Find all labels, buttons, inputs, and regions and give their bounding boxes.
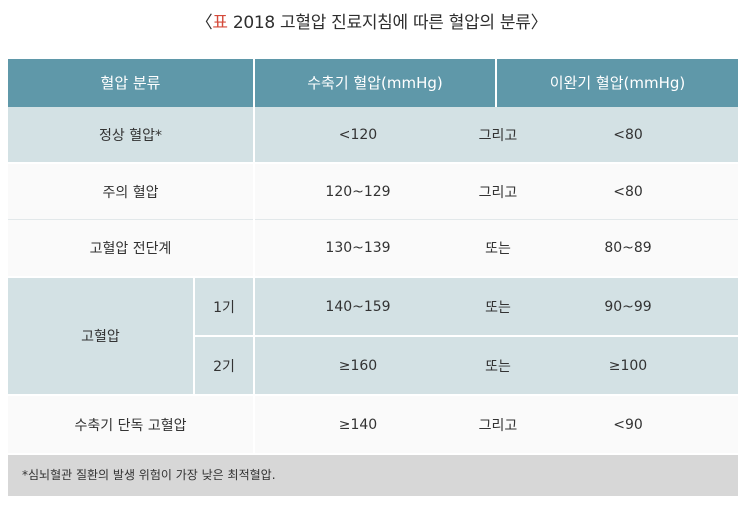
- row-diastolic: <80: [613, 183, 643, 200]
- table-row-isolated-systolic: 수축기 단독 고혈압 ≥140 그리고 <90: [8, 396, 738, 453]
- row-conjunction: 그리고: [478, 127, 518, 144]
- table-row-normal: 정상 혈압* <120 그리고 <80: [8, 107, 738, 162]
- row-category: 고혈압 전단계: [89, 241, 172, 257]
- table-caption: 〈표 2018 고혈압 진료지침에 따른 혈압의 분류〉: [0, 10, 743, 36]
- table-row-hypertension-stage1: 1기 140~159 또는 90~99: [195, 278, 738, 335]
- row-conjunction: 그리고: [478, 184, 518, 201]
- header-systolic: 수축기 혈압(mmHg): [255, 59, 495, 107]
- stage-divider-horizontal: [195, 335, 738, 337]
- row-systolic: ≥140: [338, 416, 378, 433]
- row-divider: [8, 219, 738, 220]
- row-systolic: 140~159: [325, 298, 391, 315]
- column-divider-category: [253, 59, 255, 453]
- caption-open-bracket: 〈: [195, 13, 213, 33]
- row-stage: 1기: [213, 299, 235, 316]
- table-row-hypertension-stage2: 2기 ≥160 또는 ≥100: [195, 337, 738, 394]
- table-row-elevated: 주의 혈압 120~129 그리고 <80: [8, 164, 738, 219]
- row-systolic: 120~129: [325, 183, 391, 200]
- caption-table-mark: 표: [212, 13, 228, 33]
- stage-divider-vertical: [193, 278, 195, 394]
- row-category: 수축기 단독 고혈압: [74, 417, 187, 434]
- caption-close-bracket: 〉: [530, 13, 548, 33]
- row-category: 정상 혈압*: [99, 127, 162, 144]
- column-divider-header: [495, 59, 497, 107]
- row-conjunction: 그리고: [478, 417, 518, 434]
- row-diastolic: ≥100: [608, 357, 648, 374]
- row-conjunction: 또는: [485, 358, 511, 375]
- row-diastolic: 90~99: [604, 298, 652, 315]
- caption-title: 2018 고혈압 진료지침에 따른 혈압의 분류: [227, 13, 531, 33]
- row-category: 주의 혈압: [102, 184, 159, 201]
- row-diastolic: 80~89: [604, 240, 652, 256]
- row-systolic: ≥160: [338, 357, 378, 374]
- table-footnote: *심뇌혈관 질환의 발생 위험이 가장 낮은 최적혈압.: [8, 455, 738, 496]
- row-systolic: 130~139: [325, 240, 391, 256]
- row-stage: 2기: [213, 358, 235, 375]
- row-conjunction: 또는: [485, 241, 511, 257]
- row-diastolic: <80: [613, 126, 643, 143]
- table-row-prehypertension: 고혈압 전단계 130~139 또는 80~89: [8, 220, 738, 276]
- row-category: 고혈압: [81, 329, 120, 345]
- row-systolic: <120: [338, 126, 378, 143]
- header-diastolic: 이완기 혈압(mmHg): [497, 59, 738, 107]
- header-category: 혈압 분류: [8, 59, 253, 107]
- row-diastolic: <90: [613, 416, 643, 433]
- row-conjunction: 또는: [485, 299, 511, 316]
